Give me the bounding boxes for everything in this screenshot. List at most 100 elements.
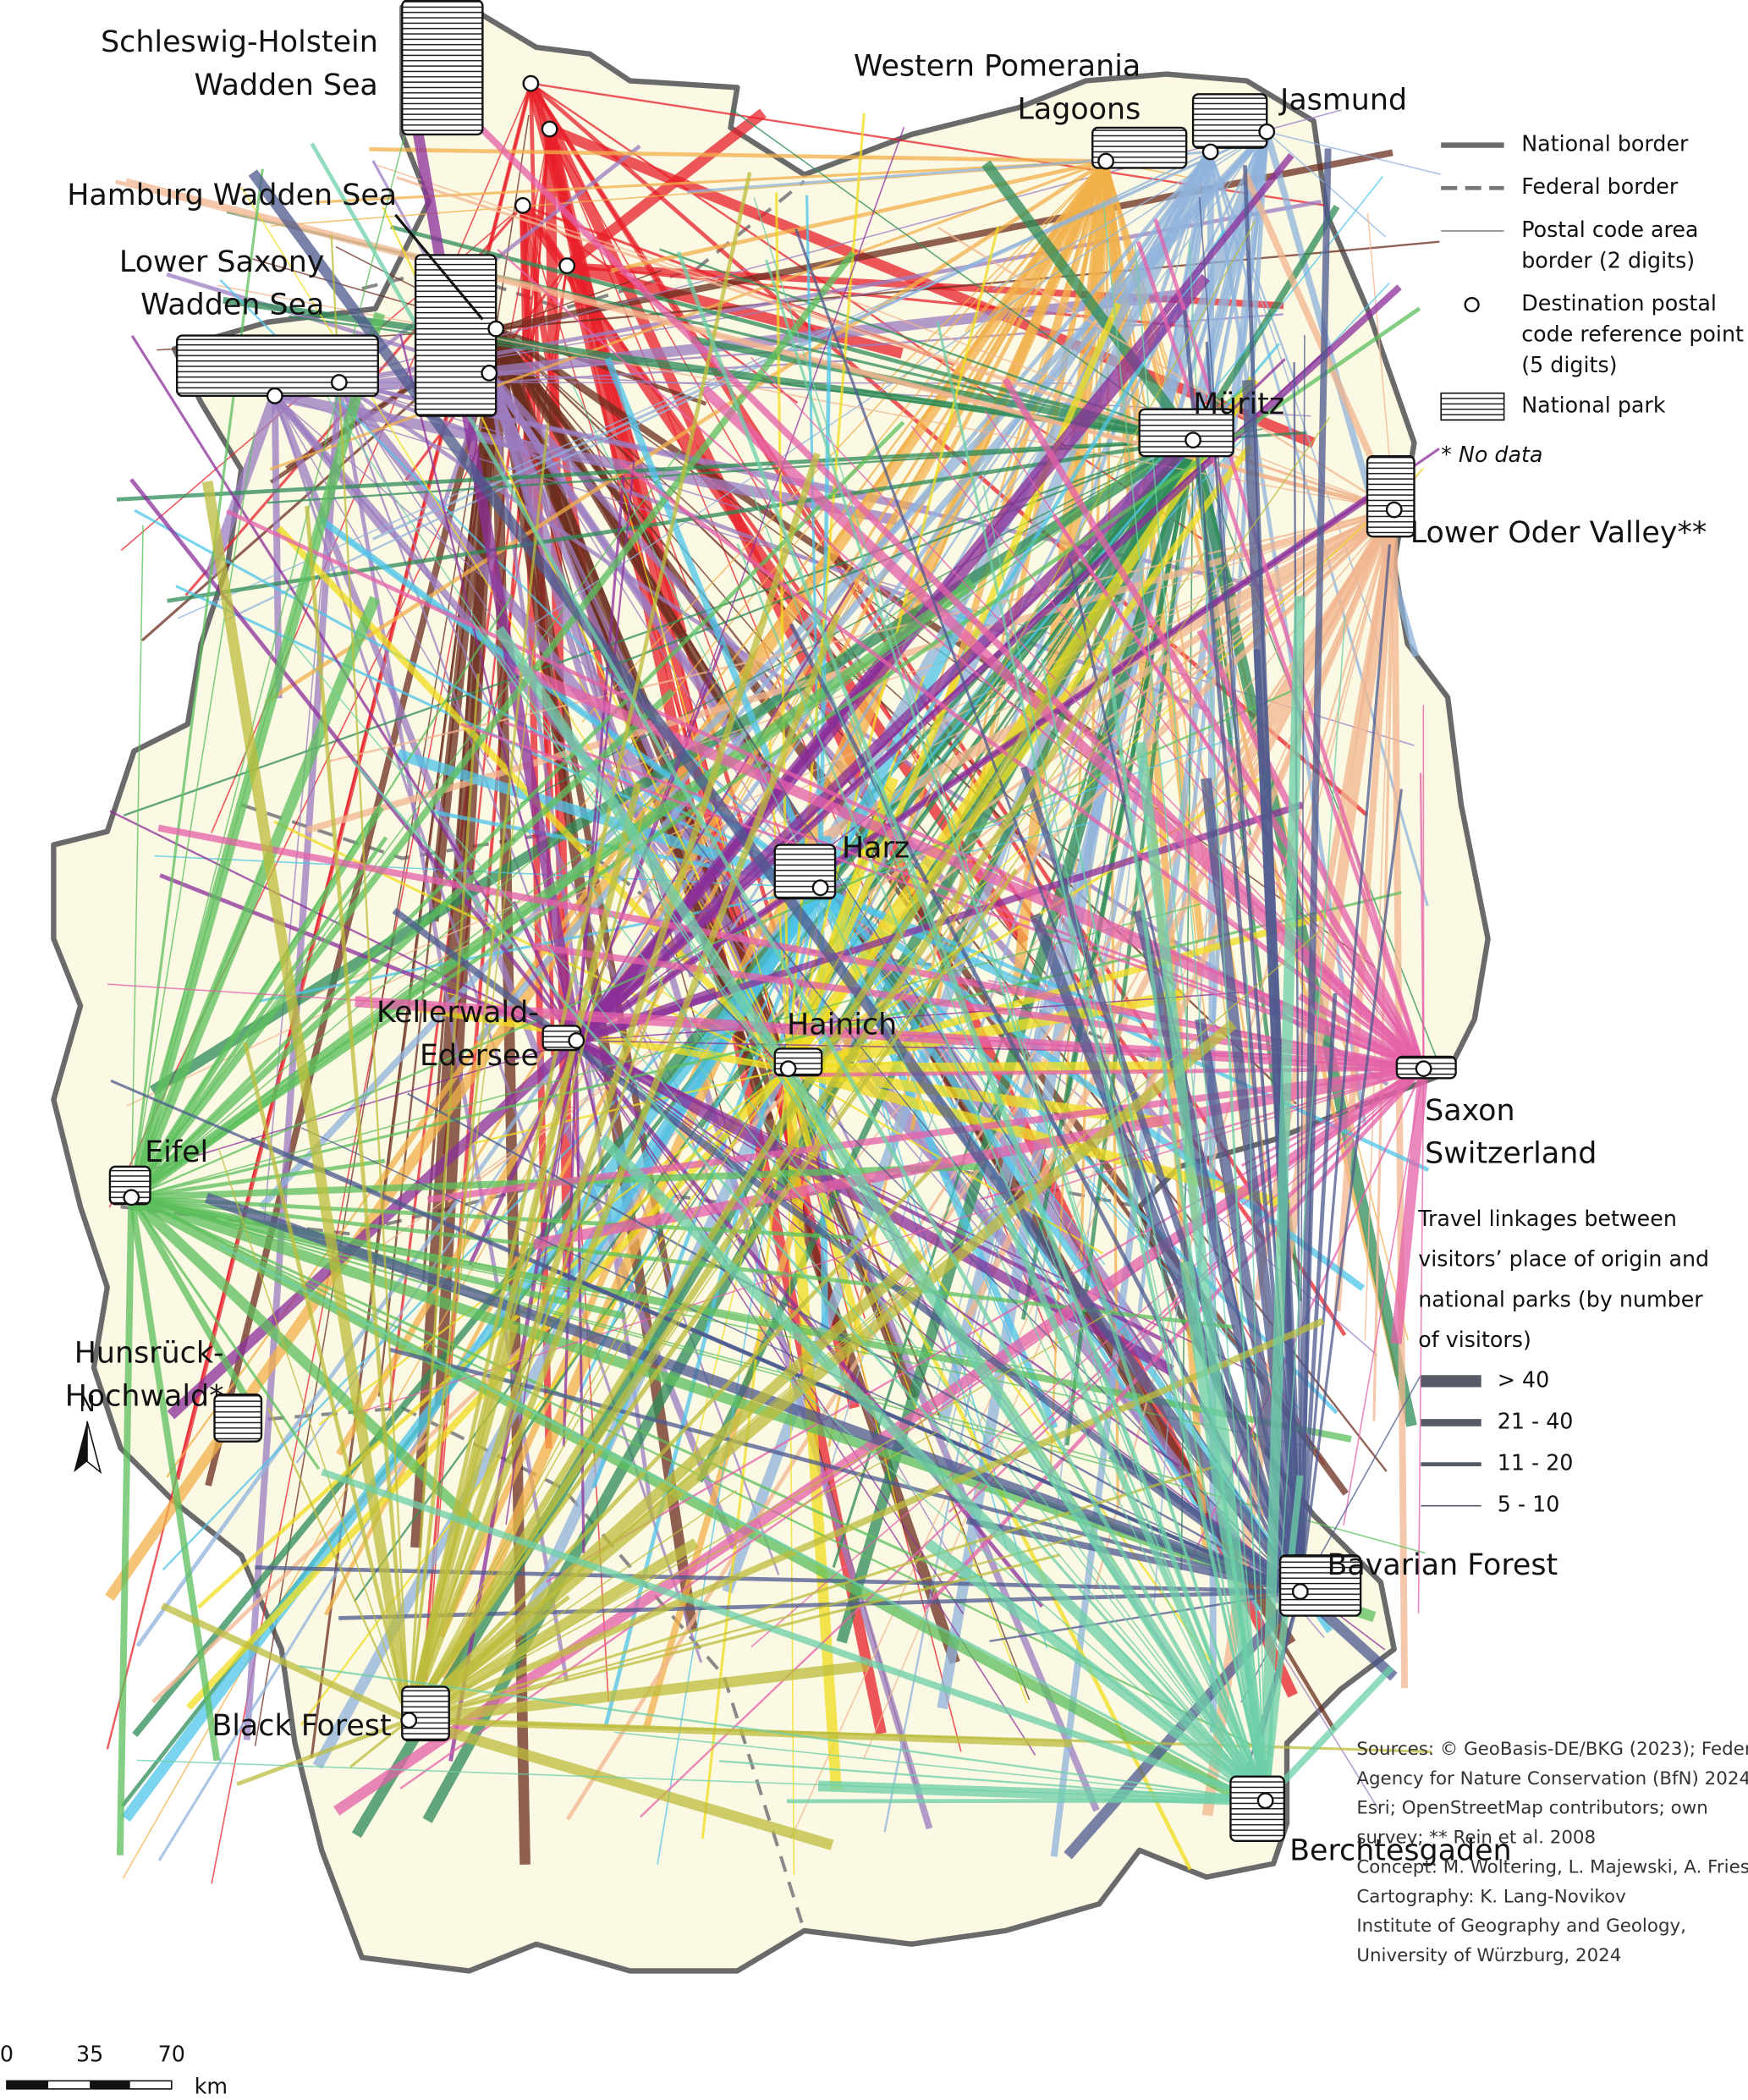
legend-label: code reference point [1521,322,1744,347]
legend-note: * No data [1441,442,1542,467]
flow-line [1299,544,1391,1592]
source-line: University of Würzburg, 2024 [1356,1945,1621,1966]
flow-line [871,161,1107,397]
scale-label: 0 [0,2041,14,2066]
parks [108,0,1457,1842]
leader-line [394,213,484,321]
flow-line [819,888,1048,1649]
flow-line [776,1368,1267,1801]
north-label: N [80,1391,96,1416]
flow-line [610,159,1107,273]
flow-line [315,378,1267,1801]
flow-line [405,452,821,1722]
park-area [1229,1775,1286,1842]
flow-line [1020,766,1304,1593]
flow-line [817,1780,1266,1806]
flow-line [243,1042,411,1721]
scale-unit: km [195,2073,228,2098]
park-area [1191,93,1268,149]
linkage-title: visitors’ place of origin and [1418,1246,1709,1272]
north-arrow [86,1421,102,1475]
flow-line [131,1196,1426,1554]
flow-line [1293,362,1302,1592]
flow-line [1390,1068,1429,1344]
park-label: Harz [842,831,910,865]
flow-line [1041,658,1267,1801]
flow-line [1390,509,1409,1689]
flow-line [1068,594,1425,1069]
flow-line [270,160,1107,227]
flow-line [1298,992,1338,1592]
flow-line [1188,241,1267,1801]
park-area [1091,126,1188,169]
flow-line [575,345,1332,1042]
flow-line [562,1040,578,1447]
legend-label: National park [1521,393,1666,418]
flow-line [321,1468,1267,1804]
flow-line [406,172,752,1721]
park-label: Wadden Sea [194,69,377,102]
source-line: Esri; OpenStreetMap contributors; own [1356,1798,1707,1819]
flow-line [588,884,1267,1801]
legend-label: border (2 digits) [1521,247,1695,272]
flow-line [910,426,1425,1069]
reference-point [123,1189,140,1207]
flow-line [407,673,480,1721]
legend-label: (5 digits) [1521,352,1617,377]
flow-line [922,1067,1426,1611]
flow-line [1240,1067,1425,1168]
flow-line [408,1201,691,1721]
reference-point [487,320,505,338]
national-park-symbol [1440,392,1505,421]
flow-line [700,385,1427,1073]
flow-line [330,234,410,1721]
flow-line [1090,131,1269,1026]
flow-line [719,1760,1266,1802]
flow-line [409,1717,1072,1748]
park-label: Hainich [787,1008,897,1042]
flow-line [130,577,943,1198]
flow-line [593,439,1194,1355]
flow-line [274,285,909,397]
source-line: Cartography: K. Lang-Novikov [1356,1886,1626,1907]
linkage-title: of visitors) [1418,1327,1531,1352]
park-label: Bavarian Forest [1327,1548,1558,1582]
park-label: Müritz [1193,388,1284,421]
flow-line [774,192,790,1069]
linkage-class: 21 - 40 [1498,1408,1574,1433]
linkage-class: 11 - 20 [1498,1450,1574,1476]
flow-line [388,1347,1301,1594]
flow-line [407,868,1019,1722]
flow-line [764,259,1267,1801]
park-label: Western Pomerania [854,50,1141,84]
reference-point [1415,1060,1432,1078]
park-area [1366,454,1415,538]
flow-line [924,1539,1269,1806]
linkage-class: 5 - 10 [1498,1492,1560,1517]
flow-line [736,543,1267,1801]
park-label: Kellerwald- [377,996,539,1030]
flow-line [1333,509,1398,1311]
source-line: survey; ** Rein et al. 2008 [1356,1828,1596,1849]
flow-line [273,390,899,526]
flow-line [461,1068,789,1147]
flow-line [405,1020,1237,1725]
flow-line [486,372,655,1520]
flow-line [328,509,1395,762]
flow-line [786,1798,1266,1804]
flow-line [407,1157,943,1722]
flow-line [1417,1069,1425,1613]
reference-point [266,387,283,404]
scale-bar [90,2081,130,2089]
flow-line [992,131,1267,291]
source-line: Agency for Nature Conservation (BfN) 202… [1356,1768,1748,1789]
flow-line [408,625,537,1721]
flow-line [1419,772,1425,1069]
flow-line [129,1196,321,1471]
flow-line [130,1195,1235,1330]
park-label: Saxon [1425,1094,1514,1128]
flow-line [1253,649,1304,1592]
park-label: Switzerland [1425,1137,1597,1171]
flow-line [575,1040,1036,1756]
